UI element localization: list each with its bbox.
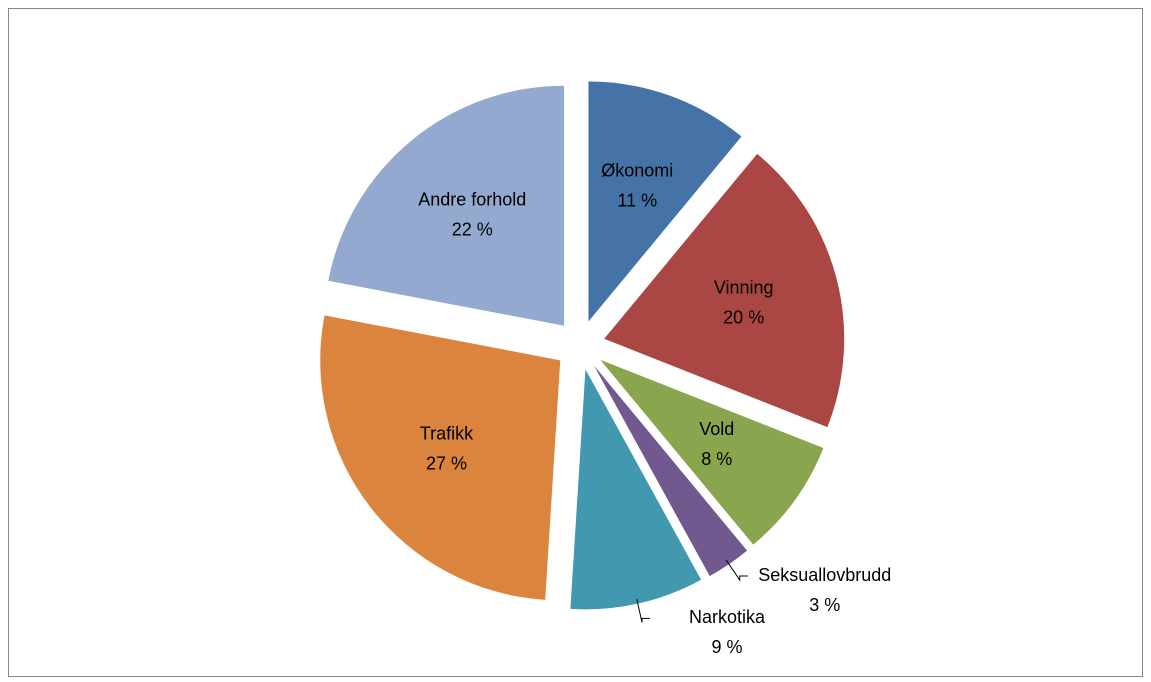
slice-label: Narkotika (689, 607, 766, 627)
slice-value-label: 20 % (723, 308, 764, 328)
pie-slice (588, 81, 742, 322)
slice-value-label: 22 % (452, 220, 493, 240)
slice-value-label: 9 % (711, 637, 742, 657)
slice-value-label: 8 % (701, 449, 732, 469)
slice-label: Seksuallovbrudd (758, 565, 891, 585)
leader-line (725, 559, 748, 582)
leader-line (636, 598, 650, 623)
slice-label: Vinning (714, 278, 774, 298)
pie-slice (570, 369, 702, 610)
pie-slice (600, 359, 824, 545)
slice-label: Trafikk (420, 423, 474, 443)
pie-slice (604, 153, 845, 428)
pie-slice (320, 315, 561, 600)
slice-label: Økonomi (601, 161, 673, 181)
pie-slice (594, 365, 748, 576)
slice-value-label: 27 % (426, 453, 467, 473)
slice-value-label: 11 % (617, 191, 657, 211)
slice-label: Vold (699, 419, 734, 439)
pie-slice (328, 85, 565, 326)
slice-label: Andre forhold (418, 190, 526, 210)
slice-value-label: 3 % (809, 595, 840, 615)
